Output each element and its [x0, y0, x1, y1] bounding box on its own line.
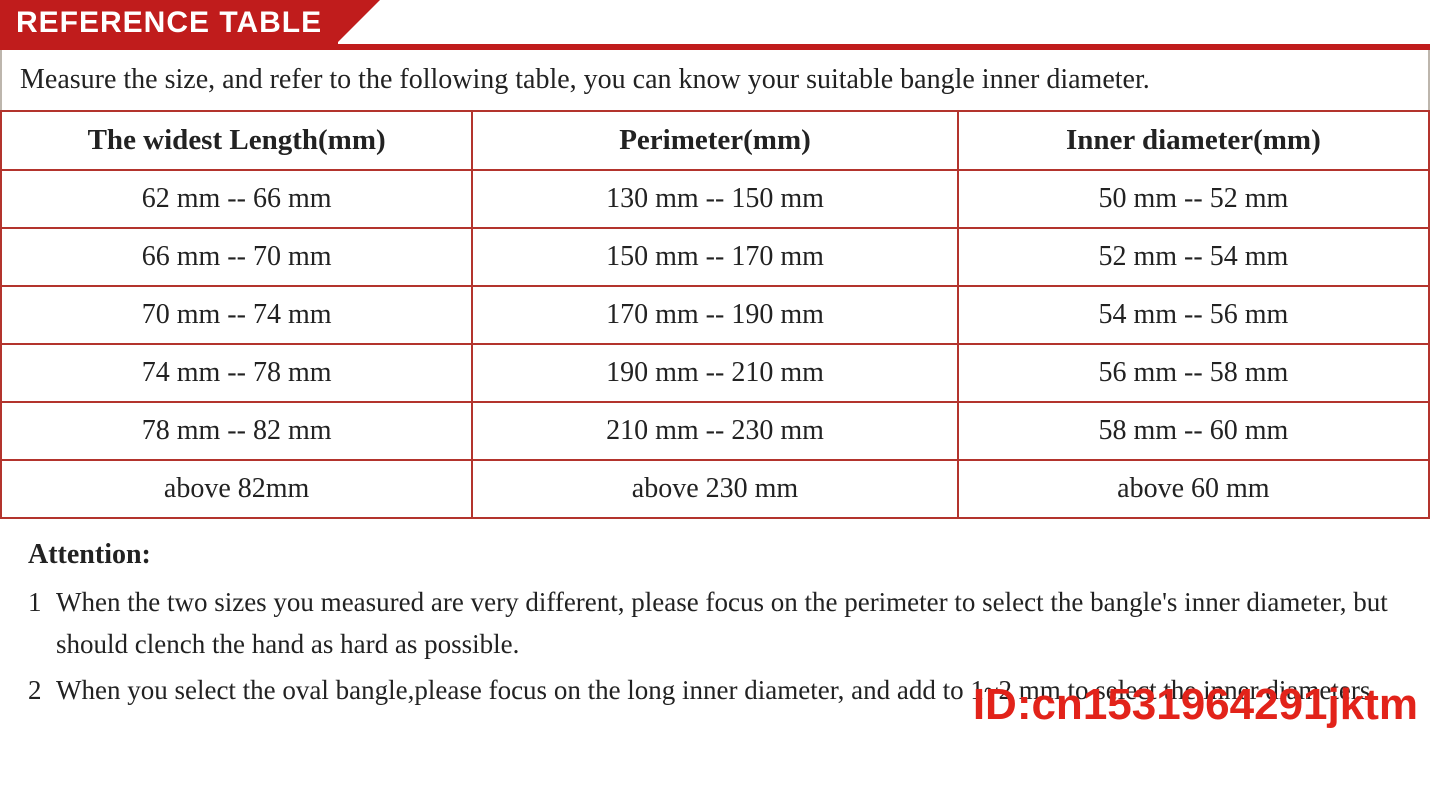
table-cell: 52 mm -- 54 mm [958, 228, 1429, 286]
attention-item-number: 2 [28, 670, 56, 712]
table-cell: above 82mm [1, 460, 472, 518]
table-cell: 150 mm -- 170 mm [472, 228, 958, 286]
table-cell: 74 mm -- 78 mm [1, 344, 472, 402]
table-row: 78 mm -- 82 mm210 mm -- 230 mm58 mm -- 6… [1, 402, 1429, 460]
attention-list: 1When the two sizes you measured are ver… [28, 582, 1402, 712]
attention-item: 2When you select the oval bangle,please … [28, 670, 1402, 712]
table-cell: 62 mm -- 66 mm [1, 170, 472, 228]
table-cell: 130 mm -- 150 mm [472, 170, 958, 228]
table-header-row: The widest Length(mm) Perimeter(mm) Inne… [1, 111, 1429, 170]
col-header-diameter: Inner diameter(mm) [958, 111, 1429, 170]
table-row: 70 mm -- 74 mm170 mm -- 190 mm54 mm -- 5… [1, 286, 1429, 344]
table-cell: above 60 mm [958, 460, 1429, 518]
header-title: REFERENCE TABLE [16, 6, 322, 39]
table-cell: 78 mm -- 82 mm [1, 402, 472, 460]
table-cell: 56 mm -- 58 mm [958, 344, 1429, 402]
table-row: above 82mmabove 230 mmabove 60 mm [1, 460, 1429, 518]
table-row: 66 mm -- 70 mm150 mm -- 170 mm52 mm -- 5… [1, 228, 1429, 286]
table-cell: 58 mm -- 60 mm [958, 402, 1429, 460]
reference-table: The widest Length(mm) Perimeter(mm) Inne… [0, 110, 1430, 519]
attention-item-text: When the two sizes you measured are very… [56, 582, 1402, 666]
attention-section: Attention: 1When the two sizes you measu… [0, 519, 1430, 712]
table-cell: 170 mm -- 190 mm [472, 286, 958, 344]
table-cell: 190 mm -- 210 mm [472, 344, 958, 402]
table-cell: 66 mm -- 70 mm [1, 228, 472, 286]
col-header-length: The widest Length(mm) [1, 111, 472, 170]
table-row: 62 mm -- 66 mm130 mm -- 150 mm50 mm -- 5… [1, 170, 1429, 228]
table-row: 74 mm -- 78 mm190 mm -- 210 mm56 mm -- 5… [1, 344, 1429, 402]
attention-item: 1When the two sizes you measured are ver… [28, 582, 1402, 666]
table-cell: 70 mm -- 74 mm [1, 286, 472, 344]
table-cell: 210 mm -- 230 mm [472, 402, 958, 460]
table-cell: 50 mm -- 52 mm [958, 170, 1429, 228]
attention-title: Attention: [28, 533, 1402, 576]
header-title-band: REFERENCE TABLE [0, 0, 338, 46]
table-cell: above 230 mm [472, 460, 958, 518]
attention-item-number: 1 [28, 582, 56, 666]
intro-text: Measure the size, and refer to the follo… [0, 50, 1430, 110]
table-body: 62 mm -- 66 mm130 mm -- 150 mm50 mm -- 5… [1, 170, 1429, 518]
col-header-perimeter: Perimeter(mm) [472, 111, 958, 170]
attention-item-text: When you select the oval bangle,please f… [56, 670, 1402, 712]
table-cell: 54 mm -- 56 mm [958, 286, 1429, 344]
